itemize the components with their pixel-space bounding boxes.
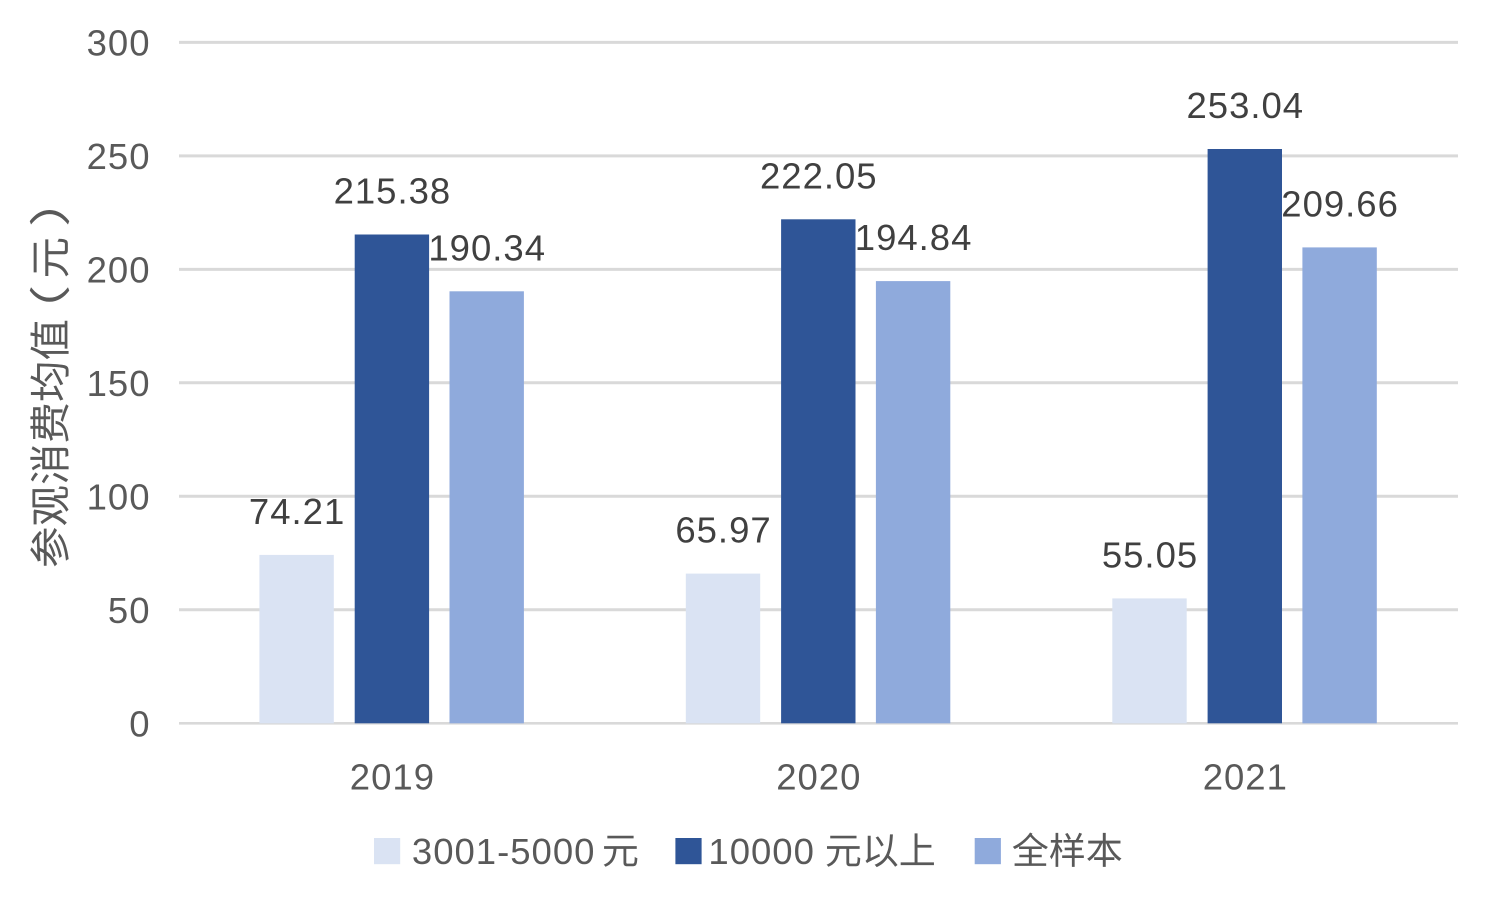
svg-text:65.97: 65.97 [675,510,771,551]
svg-text:0: 0 [129,703,150,744]
svg-text:2019: 2019 [350,756,435,797]
svg-text:200: 200 [87,250,151,291]
svg-text:10000: 10000 [708,831,815,872]
svg-text:250: 250 [87,136,151,177]
svg-text:55.05: 55.05 [1102,534,1198,575]
svg-text:100: 100 [87,476,151,517]
svg-text:209.66: 209.66 [1281,183,1399,224]
svg-text:190.34: 190.34 [428,227,546,268]
svg-text:2021: 2021 [1203,756,1288,797]
svg-text:150: 150 [87,363,151,404]
svg-text:74.21: 74.21 [249,491,345,532]
svg-text:300: 300 [87,23,151,64]
svg-text:194.84: 194.84 [855,217,973,258]
svg-text:215.38: 215.38 [334,171,452,212]
svg-text:3001-5000: 3001-5000 [412,831,596,872]
svg-text:2020: 2020 [776,756,861,797]
svg-text:222.05: 222.05 [760,155,878,196]
svg-text:253.04: 253.04 [1186,85,1304,126]
svg-text:50: 50 [108,590,151,631]
